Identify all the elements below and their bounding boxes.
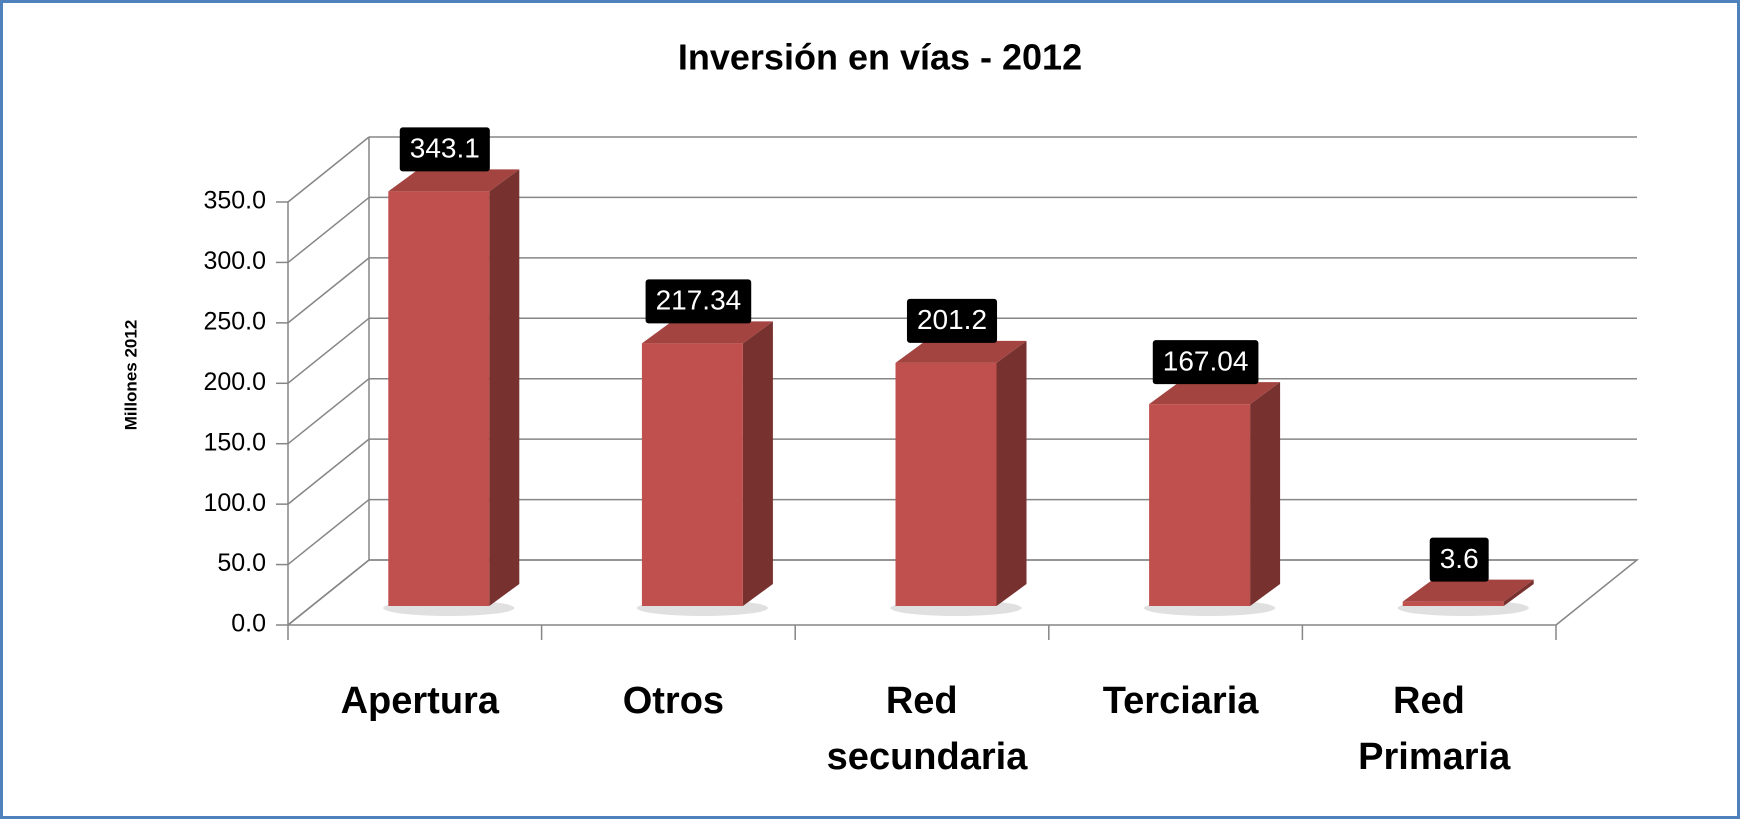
bar-front (1402, 601, 1504, 606)
bar (890, 340, 1027, 616)
grid-line (287, 317, 370, 384)
value-label: 201.2 (917, 304, 987, 335)
y-tick-label: 300.0 (203, 247, 266, 275)
bar-front (388, 191, 490, 606)
grid-line (287, 257, 370, 324)
bar (636, 321, 773, 616)
x-tick-label: Red Primaria (1358, 680, 1511, 778)
bar-top (1402, 579, 1534, 602)
bar-side (996, 340, 1027, 606)
bar-front (1149, 404, 1251, 606)
grid-line (287, 438, 370, 505)
value-label: 167.04 (1163, 346, 1249, 377)
value-label-box (1152, 340, 1259, 385)
bar-top (895, 340, 1027, 363)
chart-title: Inversión en vías - 2012 (678, 37, 1082, 78)
bar-top (388, 169, 520, 192)
y-tick-label: 350.0 (203, 187, 266, 215)
bar-side (1250, 382, 1281, 606)
grid-line (287, 559, 370, 626)
x-tick-label: Otros (623, 680, 724, 722)
x-tick-label: Terciaria (1103, 680, 1259, 722)
bar-side (742, 321, 773, 606)
value-label-box (1429, 537, 1489, 582)
value-label: 3.6 (1440, 543, 1479, 574)
bar-front (641, 343, 743, 606)
value-label: 217.34 (656, 285, 742, 316)
bar (383, 169, 520, 616)
bar-front (895, 362, 997, 606)
grid-line (287, 378, 370, 445)
y-tick-label: 100.0 (203, 489, 266, 517)
bar-side (489, 169, 520, 606)
value-label-box (399, 127, 490, 172)
y-tick-label: 150.0 (203, 428, 266, 456)
x-tick-label: Apertura (341, 680, 500, 722)
bar (1143, 382, 1281, 616)
value-label-box (906, 298, 998, 343)
grid-line (287, 196, 370, 264)
grid-line (287, 498, 370, 566)
bar-top (641, 321, 773, 344)
value-label: 343.1 (410, 133, 480, 164)
y-axis-label: Millones 2012 (121, 320, 140, 431)
grid-line (287, 136, 370, 203)
bar (1397, 579, 1534, 616)
y-tick-label: 50.0 (217, 549, 266, 577)
y-tick-label: 0.0 (231, 610, 266, 638)
value-label-box (645, 279, 752, 324)
bar-side (1503, 579, 1534, 606)
bar-top (1149, 382, 1281, 405)
y-tick-label: 200.0 (203, 368, 266, 396)
x-tick-label: Red secundaria (827, 680, 1029, 778)
y-tick-label: 250.0 (203, 307, 266, 335)
